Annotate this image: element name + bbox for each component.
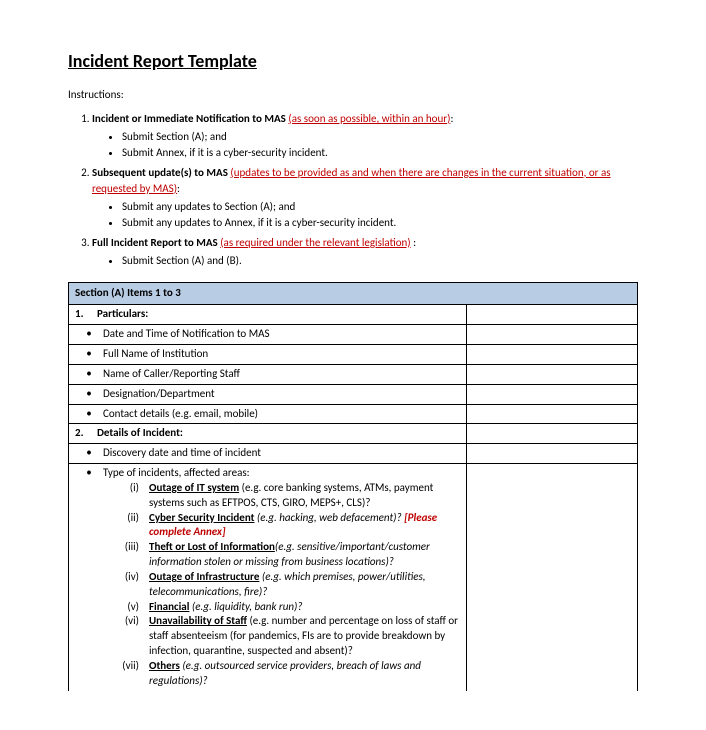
report-table: Section (A) Items 1 to 3 1. Particulars:…: [68, 282, 638, 690]
table-row: 1. Particulars:: [69, 305, 638, 325]
type-item: (ii) Cyber Security Incident (e.g. hacki…: [75, 511, 460, 541]
value-cell: [467, 305, 638, 325]
table-row: •Name of Caller/Reporting Staff: [69, 364, 638, 384]
field-label: Date and Time of Notification to MAS: [103, 327, 270, 342]
type-item: (iv) Outage of Infrastructure (e.g. whic…: [75, 570, 460, 600]
instruction-sublist: Submit any updates to Section (A); and S…: [92, 199, 638, 231]
value-cell: [467, 404, 638, 424]
value-cell: [467, 424, 638, 444]
instructions-label: Instructions:: [68, 88, 638, 101]
type-item: (v) Financial (e.g. liquidity, bank run)…: [75, 600, 460, 615]
instructions-list: Incident or Immediate Notification to MA…: [68, 111, 638, 268]
sub-item: Submit Section (A) and (B).: [122, 253, 638, 269]
row-heading: Particulars:: [97, 307, 148, 322]
value-cell: [467, 325, 638, 345]
type-item: (vii) Others (e.g. outsourced service pr…: [75, 659, 460, 689]
type-item: (vi) Unavailability of Staff (e.g. numbe…: [75, 614, 460, 659]
instruction-lead: Full Incident Report to MAS: [92, 236, 218, 249]
row-number: 1.: [75, 307, 97, 322]
table-row: •Full Name of Institution: [69, 344, 638, 364]
instruction-sublist: Submit Section (A) and (B).: [92, 253, 638, 269]
sub-item: Submit any updates to Annex, if it is a …: [122, 215, 638, 231]
table-row: •Designation/Department: [69, 384, 638, 404]
field-label: Type of incidents, affected areas:: [103, 466, 250, 481]
sub-item: Submit any updates to Section (A); and: [122, 199, 638, 215]
page-title: Incident Report Template: [68, 50, 638, 72]
section-header: Section (A) Items 1 to 3: [69, 283, 638, 305]
table-row: •Discovery date and time of incident: [69, 444, 638, 464]
instruction-item: Incident or Immediate Notification to MA…: [92, 111, 638, 161]
sub-item: Submit Annex, if it is a cyber-security …: [122, 145, 638, 161]
value-cell: [467, 464, 638, 691]
field-label: Contact details (e.g. email, mobile): [103, 407, 258, 422]
row-number: 2.: [75, 426, 97, 441]
value-cell: [467, 384, 638, 404]
field-label: Full Name of Institution: [103, 347, 208, 362]
instruction-item: Subsequent update(s) to MAS (updates to …: [92, 165, 638, 231]
document-page: Incident Report Template Instructions: I…: [0, 0, 706, 730]
sub-item: Submit Section (A); and: [122, 129, 638, 145]
table-section-header-row: Section (A) Items 1 to 3: [69, 283, 638, 305]
row-heading: Details of Incident:: [97, 426, 183, 441]
table-row: •Type of incidents, affected areas: (i) …: [69, 464, 638, 691]
value-cell: [467, 344, 638, 364]
field-label: Designation/Department: [103, 387, 215, 402]
table-row: 2. Details of Incident:: [69, 424, 638, 444]
instruction-lead: Incident or Immediate Notification to MA…: [92, 112, 286, 125]
instruction-item: Full Incident Report to MAS (as required…: [92, 235, 638, 269]
instruction-note: (as soon as possible, within an hour): [288, 112, 450, 125]
value-cell: [467, 444, 638, 464]
field-label: Discovery date and time of incident: [103, 446, 261, 461]
value-cell: [467, 364, 638, 384]
instruction-note: (as required under the relevant legislat…: [220, 236, 410, 249]
table-row: •Date and Time of Notification to MAS: [69, 325, 638, 345]
field-label: Name of Caller/Reporting Staff: [103, 367, 240, 382]
type-item: (iii) Theft or Lost of Information(e.g. …: [75, 540, 460, 570]
type-item: (i) Outage of IT system (e.g. core banki…: [75, 481, 460, 511]
table-row: •Contact details (e.g. email, mobile): [69, 404, 638, 424]
instruction-lead: Subsequent update(s) to MAS: [92, 166, 228, 179]
instruction-sublist: Submit Section (A); and Submit Annex, if…: [92, 129, 638, 161]
